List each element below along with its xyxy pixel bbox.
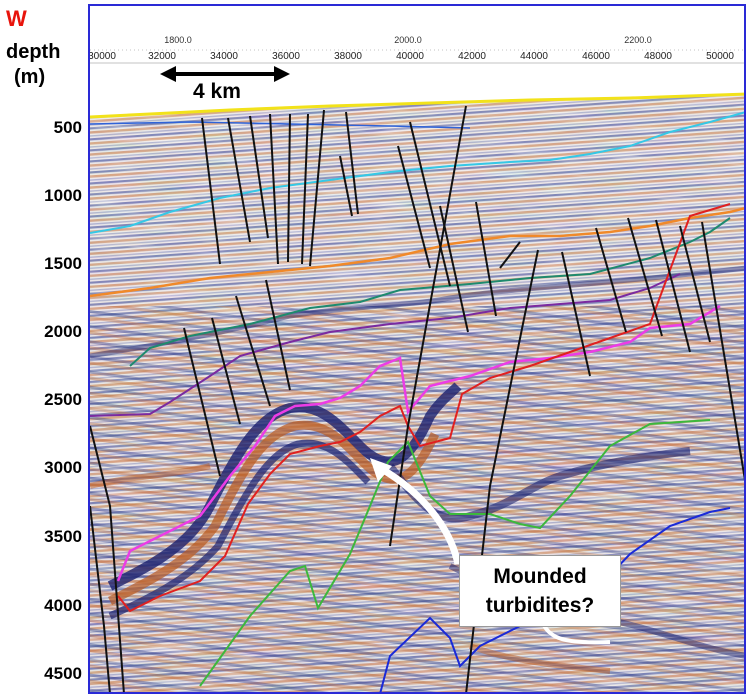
mounded-turbidites-callout: Mounded turbidites? — [459, 555, 621, 627]
depth-axis-title: depth (m) — [6, 40, 60, 90]
depth-axis-title-line2: (m) — [14, 66, 46, 88]
depth-tick-1500: 1500 — [44, 254, 82, 273]
distance-tick-32000: 32000 — [148, 51, 176, 62]
distance-tick-50000: 50000 — [706, 51, 734, 62]
horizon-lines — [90, 92, 744, 692]
callout-line1: Mounded — [493, 565, 587, 588]
depth-tick-4000: 4000 — [44, 596, 82, 615]
seismic-section-panel: 1800.0 2000.0 2200.0 30000 32000 34000 3… — [88, 4, 746, 694]
distance-tick-30000: 30000 — [88, 51, 116, 62]
depth-tick-2000: 2000 — [44, 322, 82, 341]
distance-tick-40000: 40000 — [396, 51, 424, 62]
red-horizon — [117, 203, 731, 613]
depth-tick-1000: 1000 — [44, 186, 82, 205]
distance-tick-48000: 48000 — [644, 51, 672, 62]
depth-tick-3000: 3000 — [44, 458, 82, 477]
purple-horizon — [90, 273, 681, 417]
depth-tick-3500: 3500 — [44, 527, 82, 546]
depth-tick-500: 500 — [53, 118, 82, 137]
fault-lines — [90, 105, 744, 692]
cyan-horizon — [90, 111, 744, 234]
distance-tick-34000: 34000 — [210, 51, 238, 62]
magenta-horizon — [116, 304, 721, 582]
west-direction-label: W — [6, 6, 27, 31]
seafloor-horizon — [90, 92, 744, 119]
distance-tick-38000: 38000 — [334, 51, 362, 62]
seismic-image — [90, 6, 744, 692]
teal-horizon — [129, 217, 731, 367]
scale-bar — [160, 66, 290, 82]
distance-tick-42000: 42000 — [458, 51, 486, 62]
cdp-label-1800: 1800.0 — [164, 35, 192, 45]
distance-tick-46000: 46000 — [582, 51, 610, 62]
distance-tick-44000: 44000 — [520, 51, 548, 62]
depth-tick-4500: 4500 — [44, 664, 82, 683]
green-horizon — [199, 419, 711, 687]
cdp-label-2000: 2000.0 — [394, 35, 422, 45]
cdp-label-2200: 2200.0 — [624, 35, 652, 45]
distance-tick-36000: 36000 — [272, 51, 300, 62]
depth-axis-title-line1: depth — [6, 41, 61, 63]
scale-bar-label: 4 km — [193, 80, 241, 103]
orange-horizon — [90, 207, 744, 298]
depth-tick-2500: 2500 — [44, 390, 82, 409]
seismic-reflections — [90, 94, 744, 692]
callout-line2: turbidites? — [485, 594, 595, 617]
